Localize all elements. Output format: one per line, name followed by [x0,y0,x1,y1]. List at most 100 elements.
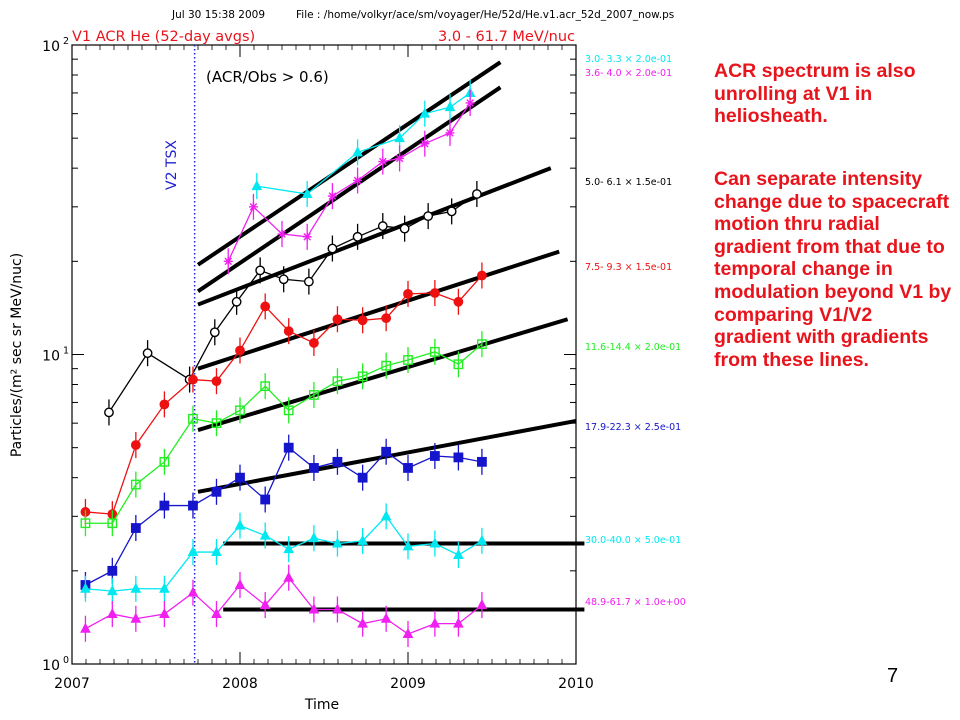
data-point [107,565,118,576]
fit-line [197,249,560,371]
data-point [302,232,312,242]
data-point [403,288,413,299]
y-tick-label: 10 [42,349,60,365]
data-point [352,231,363,242]
data-point [395,153,405,163]
chart-title-right: 3.0 - 61.7 MeV/nuc [438,29,575,45]
series-line [85,576,483,635]
data-point [453,548,464,559]
data-point [260,381,271,392]
data-point [332,376,343,387]
data-point [380,510,392,521]
v2-tsx-label: V2 TSX [164,140,180,190]
data-point [399,223,410,234]
data-point [255,265,266,276]
data-point [381,313,392,324]
data-point [429,346,440,357]
data-point [259,599,271,610]
series-line [227,102,471,262]
data-point [465,98,475,108]
fit-line [197,166,552,307]
data-point [283,543,295,554]
chart-title-left: V1 ACR He (52-day avgs) [72,29,255,45]
data-point [283,326,294,337]
data-point [248,202,258,212]
data-point [283,571,295,582]
data-point [381,446,392,457]
legend-entry: 48.9-61.7 × 1.0e+00 [585,597,686,608]
data-point [353,175,363,185]
data-point [235,405,245,416]
data-point [429,617,441,628]
data-point [420,139,430,149]
data-point [352,146,363,157]
data-point [476,534,488,545]
data-point [231,296,242,307]
data-point [403,463,413,473]
annotation-gradient: Can separate intensity change due to spa… [714,168,952,371]
data-point [402,540,414,551]
annotation-unrolling: ACR spectrum is also unrolling at V1 in … [714,60,916,128]
data-point [235,472,245,483]
slide-number: 7 [887,665,899,687]
data-point [211,418,222,429]
data-point [378,157,388,167]
data-point [444,101,456,112]
data-point [142,348,153,359]
data-point [445,128,455,138]
data-point [381,360,392,371]
y-tick-exponent: 1 [63,346,69,357]
data-point [476,599,488,610]
inset-label: (ACR/Obs > 0.6) [206,68,329,86]
data-point [423,211,434,222]
data-point [159,456,170,467]
data-point [309,463,319,473]
series-line [85,343,483,524]
y-tick-label: 10 [42,658,60,674]
data-point [130,523,141,533]
fit-line [196,60,502,267]
legend-entry: 3.6- 4.0 × 2.0e-01 [585,68,672,79]
data-point [130,440,141,450]
data-point [159,582,170,593]
data-point [380,612,392,623]
y-tick-label: 10 [42,39,60,55]
timestamp-text: Jul 30 15:38 2009 [171,9,265,21]
data-point [188,413,198,424]
data-point [211,376,222,387]
data-point [377,221,388,231]
data-point [429,288,440,298]
file-path-text: File : /home/volkyr/ace/sm/voyager/He/52… [296,9,674,21]
data-point [332,314,343,325]
data-point [159,500,170,511]
data-point [429,537,441,548]
data-point [223,256,233,266]
data-point [309,390,319,400]
data-point [309,338,319,348]
data-point [260,301,271,312]
data-point [209,327,220,338]
x-tick-label: 2009 [390,676,426,692]
data-point [80,518,91,529]
data-point [278,274,289,285]
data-point [477,270,487,281]
x-tick-label: 2007 [54,676,90,692]
legend-entry: 11.6-14.4 × 2.0e-01 [585,342,681,353]
data-point [453,296,464,307]
data-point [453,359,464,370]
data-point [402,627,414,639]
data-point [446,206,457,217]
data-point [357,617,368,628]
data-point [453,617,464,628]
data-point [332,537,343,548]
data-point [187,545,199,557]
legend-entry: 30.0-40.0 × 5.0e-01 [585,535,681,546]
data-point [188,500,198,511]
data-point [107,518,118,529]
data-point [327,191,337,201]
data-point [130,582,142,593]
data-point [332,603,343,614]
data-point [104,407,114,418]
data-point [159,607,170,619]
